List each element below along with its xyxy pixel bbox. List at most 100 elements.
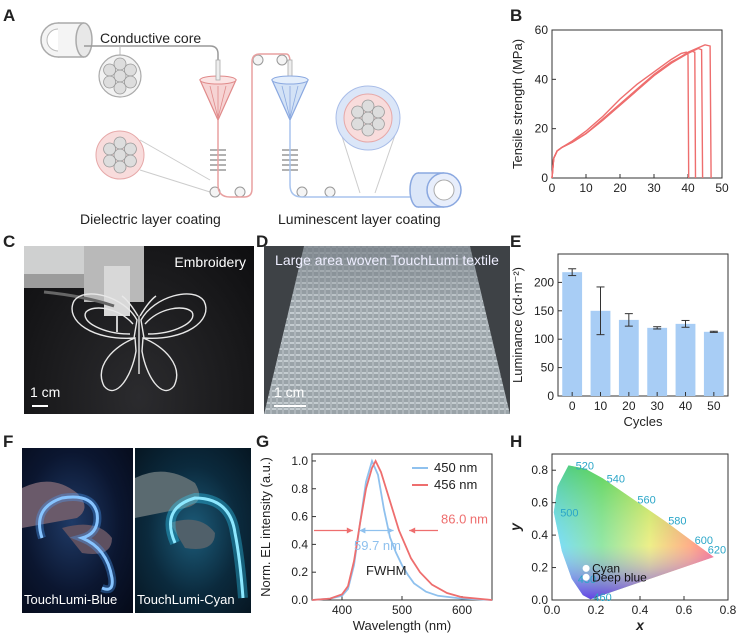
tensile-curve-4 — [551, 44, 712, 179]
cie-chromaticity-chart: 0.0 0.2 0.4 0.6 0.8 0.0 0.2 0.4 0.6 0.8 x y 520 540 56… — [507, 453, 737, 633]
y-tick-label: 1.0 — [291, 454, 308, 468]
bar-0 — [562, 272, 583, 396]
y-tick-label: 200 — [534, 275, 554, 289]
x-tick-label: 0.2 — [588, 603, 605, 617]
y-tick-label: 0.0 — [291, 593, 308, 607]
point-cyan — [582, 564, 590, 572]
x-tick-label: 50 — [707, 399, 721, 413]
fiber-coating-schematic — [40, 22, 462, 208]
y-tick-label: 60 — [535, 23, 549, 37]
x-tick-label: 20 — [622, 399, 636, 413]
x-tick-label: 600 — [452, 603, 472, 617]
arrowhead — [359, 527, 366, 534]
x-tick-label: 10 — [594, 399, 608, 413]
spectrum-450-nm — [311, 458, 493, 601]
y-tick-label: 0.6 — [531, 496, 548, 510]
x-axis-label: Elongation (%) — [594, 196, 679, 198]
y-tick-label: 0.2 — [291, 565, 308, 579]
cyan-fiber-illustration — [135, 471, 248, 599]
conductive-core-spool — [40, 22, 93, 58]
y-axis-label: y — [507, 522, 523, 532]
touchlumi-cyan-photo: TouchLumi-Cyan — [135, 448, 251, 613]
embroidery-label: Embroidery — [174, 254, 246, 270]
embroidery-machine-illustration — [24, 246, 207, 407]
wavelength-label-560: 560 — [637, 494, 655, 506]
tensile-curve-3 — [551, 47, 704, 179]
panel-c-letter: C — [3, 232, 16, 251]
luminance-bar-chart: 0 50 100 150 200 0 10 20 30 40 50 Cycles Luminance (… — [510, 253, 729, 429]
cie-gamut-shade — [553, 465, 714, 600]
x-tick-label: 30 — [647, 181, 661, 195]
x-tick-label: 10 — [579, 181, 593, 195]
wavelength-label-460: 460 — [593, 592, 611, 604]
woven-textile-label: Large area woven TouchLumi textile — [275, 252, 499, 268]
blue-fiber-illustration — [22, 481, 117, 594]
x-tick-label: 400 — [332, 603, 352, 617]
y-tick-label: 0.8 — [291, 482, 308, 496]
y-tick-label: 0.4 — [531, 528, 548, 542]
luminescent-layer-label: Luminescent layer coating — [278, 211, 441, 227]
point-label-deep-blue: Deep blue — [592, 570, 647, 584]
take-up-spool — [409, 172, 462, 208]
y-tick-label: 0.0 — [531, 593, 548, 607]
core-cross-section — [98, 54, 142, 98]
legend-label: 456 nm — [434, 477, 477, 492]
panel-f-letter: F — [3, 432, 14, 451]
fwhm-red-value: 86.0 nm — [441, 512, 488, 527]
bar-30 — [647, 327, 668, 396]
wavelength-label-500: 500 — [560, 507, 578, 519]
dielectric-funnel — [199, 59, 237, 171]
x-axis-label: Cycles — [623, 414, 663, 429]
plot-frame — [311, 453, 493, 601]
arrowhead — [346, 527, 353, 534]
touchlumi-cyan-label: TouchLumi-Cyan — [137, 592, 235, 607]
point-deep-blue — [582, 573, 590, 581]
x-axis-label: Wavelength (nm) — [353, 618, 452, 633]
x-tick-label: 50 — [715, 181, 729, 195]
y-tick-label: 100 — [534, 332, 554, 346]
x-tick-label: 30 — [650, 399, 664, 413]
spectrum-456-nm — [311, 459, 493, 601]
legend-label: 450 nm — [434, 460, 477, 475]
x-tick-label: 0.0 — [544, 603, 561, 617]
scale-bar-c-label: 1 cm — [30, 384, 61, 400]
arrowhead — [387, 527, 394, 534]
x-tick-label: 0 — [549, 181, 556, 195]
fwhm-label: FWHM — [366, 563, 406, 578]
dielectric-cross-section — [95, 130, 145, 180]
y-axis-label: Norm. EL intensity (a.u.) — [258, 457, 273, 597]
panel-h-letter: H — [510, 432, 523, 451]
fwhm-blue-value: 59.7 nm — [354, 538, 401, 553]
y-tick-label: 0.4 — [291, 537, 308, 551]
y-tick-label: 0.6 — [291, 510, 308, 524]
x-tick-label: 40 — [681, 181, 695, 195]
y-tick-label: 0 — [547, 389, 554, 403]
y-tick-label: 50 — [541, 361, 555, 375]
bar-10 — [590, 310, 611, 396]
y-tick-label: 40 — [535, 72, 549, 86]
woven-textile-illustration — [264, 246, 510, 414]
dielectric-layer-label: Dielectric layer coating — [80, 211, 221, 227]
panel-b-letter: B — [510, 6, 523, 25]
y-tick-label: 150 — [534, 304, 554, 318]
wavelength-label-620: 620 — [708, 545, 726, 557]
conductive-core-label: Conductive core — [100, 30, 202, 46]
embroidery-photo: Embroidery 1 cm — [24, 246, 254, 414]
wavelength-label-600: 600 — [695, 535, 713, 547]
el-spectrum-chart: 400 500 600 0.0 0.2 0.4 0.6 0.8 1.0 Wavelength (n… — [258, 453, 493, 633]
panel-g-letter: G — [256, 432, 270, 451]
x-axis-label: x — [635, 617, 645, 633]
panel-e-letter: E — [510, 232, 522, 251]
wavelength-label-520: 520 — [576, 460, 594, 472]
x-tick-label: 0.8 — [720, 603, 737, 617]
wavelength-label-580: 580 — [668, 516, 686, 528]
x-tick-label: 40 — [679, 399, 693, 413]
touchlumi-blue-label: TouchLumi-Blue — [24, 592, 118, 607]
scale-bar-d-label: 1 cm — [274, 384, 305, 400]
y-tick-label: 0.8 — [531, 463, 548, 477]
bar-20 — [618, 319, 639, 396]
wavelength-label-540: 540 — [607, 473, 625, 485]
bar-40 — [675, 323, 696, 396]
bar-50 — [703, 331, 724, 396]
plot-frame — [557, 253, 729, 397]
